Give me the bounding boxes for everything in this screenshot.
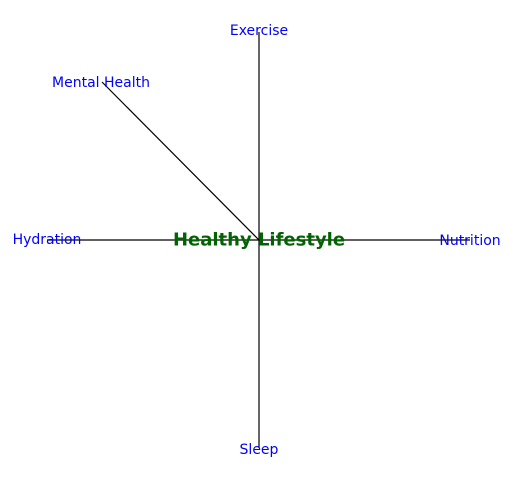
branch-label-mental-health: Mental Health [52,75,150,91]
branch-label-exercise: Exercise [230,23,288,39]
branch-label-nutrition: Nutrition [439,233,500,249]
center-node-label: Healthy Lifestyle [173,230,345,251]
branch-label-sleep: Sleep [240,442,279,458]
branch-label-hydration: Hydration [13,232,82,248]
branch-line-mental-health [101,81,260,241]
